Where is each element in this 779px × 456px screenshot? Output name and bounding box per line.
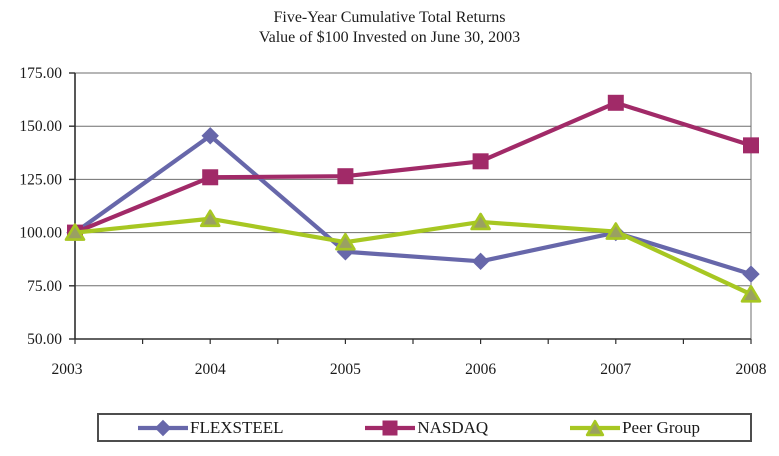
legend-diamond-icon bbox=[138, 419, 188, 436]
marker-flexsteel bbox=[471, 252, 490, 271]
marker-peer-group bbox=[740, 285, 762, 303]
series-line-flexsteel bbox=[73, 133, 752, 277]
legend-marker-nasdaq bbox=[382, 420, 398, 435]
marker-flexsteel bbox=[742, 265, 760, 283]
legend-triangle-icon bbox=[570, 419, 621, 436]
y-tick-label: 150.00 bbox=[19, 118, 62, 135]
marker-nasdaq bbox=[472, 153, 489, 170]
legend-label-peer-group: Peer Group bbox=[622, 417, 700, 437]
x-tick-label: 2004 bbox=[195, 361, 226, 378]
legend-entry-flexsteel: FLEXSTEEL bbox=[137, 418, 284, 438]
y-tick-label: 50.00 bbox=[27, 331, 62, 348]
marker-peer-group bbox=[605, 222, 627, 240]
series-line-peer-group bbox=[74, 216, 752, 297]
chart-title: Five-Year Cumulative Total Returns Value… bbox=[0, 8, 779, 48]
y-tick-label: 175.00 bbox=[19, 65, 62, 82]
marker-nasdaq bbox=[743, 137, 759, 154]
marker-nasdaq bbox=[607, 94, 624, 111]
legend-label-flexsteel: FLEXSTEEL bbox=[190, 417, 284, 437]
chart-title-line2: Value of $100 Invested on June 30, 2003 bbox=[258, 29, 521, 46]
marker-peer-group bbox=[64, 223, 86, 241]
marker-nasdaq bbox=[337, 168, 354, 185]
x-tick-label: 2008 bbox=[736, 361, 767, 378]
chart-title-line1: Five-Year Cumulative Total Returns bbox=[273, 9, 506, 26]
legend-square-icon bbox=[365, 420, 416, 435]
x-tick-label: 2007 bbox=[600, 361, 631, 378]
marker-peer-group bbox=[199, 209, 221, 228]
series-line-nasdaq bbox=[74, 100, 752, 235]
marker-peer-group bbox=[470, 212, 491, 231]
marker-nasdaq bbox=[202, 169, 219, 186]
y-tick-label: 100.00 bbox=[19, 225, 62, 242]
y-tick-label: 75.00 bbox=[27, 278, 62, 295]
legend-marker-flexsteel bbox=[154, 419, 172, 436]
legend: FLEXSTEEL NASDAQ Peer Group bbox=[97, 413, 752, 442]
x-tick-label: 2003 bbox=[52, 361, 83, 378]
legend-marker-peer-group bbox=[585, 419, 605, 436]
marker-flexsteel bbox=[201, 127, 219, 145]
legend-label-nasdaq: NASDAQ bbox=[417, 417, 489, 437]
x-tick-label: 2006 bbox=[465, 361, 496, 378]
marker-peer-group bbox=[335, 232, 356, 251]
y-tick-label: 125.00 bbox=[19, 171, 62, 188]
x-tick-label: 2005 bbox=[330, 361, 361, 378]
legend-entry-nasdaq: NASDAQ bbox=[364, 418, 488, 438]
legend-entry-peer-group: Peer Group bbox=[569, 418, 700, 438]
